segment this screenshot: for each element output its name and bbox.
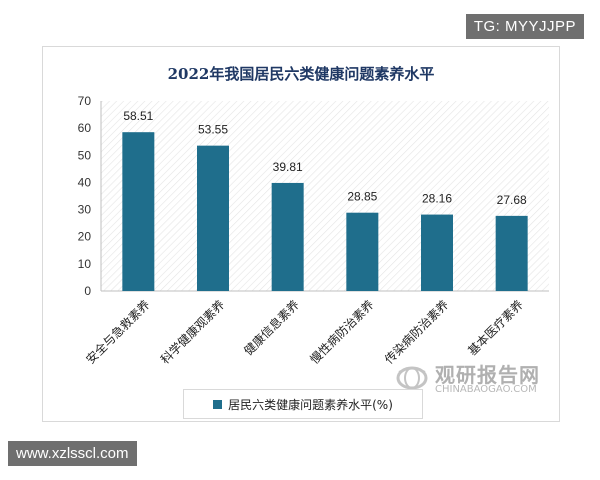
watermark-name: 观研报告网 bbox=[435, 363, 540, 387]
legend-swatch bbox=[213, 399, 223, 409]
chart-title: 2022年我国居民六类健康问题素养水平 bbox=[167, 65, 435, 83]
y-tick-label: 50 bbox=[78, 148, 92, 162]
category-label: 传染病防治素养 bbox=[381, 297, 451, 367]
watermark-tag-top: TG: MYYJJPP bbox=[465, 14, 584, 39]
y-tick-label: 10 bbox=[78, 257, 92, 271]
bar bbox=[421, 214, 453, 291]
data-label: 28.85 bbox=[347, 190, 377, 204]
category-label: 基本医疗素养 bbox=[464, 297, 526, 359]
data-label: 28.16 bbox=[422, 192, 452, 206]
y-tick-label: 0 bbox=[84, 284, 91, 298]
bar bbox=[495, 215, 528, 291]
category-label: 慢性病防治素养 bbox=[307, 297, 377, 367]
y-tick-label: 40 bbox=[78, 175, 92, 189]
bars bbox=[122, 132, 528, 291]
bar bbox=[122, 132, 155, 291]
chart-legend: 居民六类健康问题素养水平(%) bbox=[183, 389, 423, 419]
watermark-url: CHINABAOGAO.COM bbox=[435, 384, 537, 395]
y-tick-label: 30 bbox=[78, 203, 92, 217]
data-label: 39.81 bbox=[273, 160, 303, 174]
plot-area-background bbox=[101, 101, 549, 291]
y-tick-labels: 0 10 20 30 40 50 60 70 bbox=[78, 94, 92, 298]
category-labels: 安全与急救素养 科学健康观素养 健康信息素养 慢性病防治素养 传染病防治素养 基本医疗素养 bbox=[83, 297, 526, 367]
bar bbox=[271, 182, 304, 291]
y-tick-label: 70 bbox=[78, 94, 92, 108]
watermark-logo: 观研报告网 CHINABAOGAO.COM bbox=[395, 359, 575, 399]
watermark-tag-bottom: www.xzlsscl.com bbox=[8, 441, 137, 466]
bar bbox=[346, 212, 379, 291]
globe-logo-icon bbox=[396, 366, 428, 390]
data-label: 27.68 bbox=[497, 193, 527, 207]
bar-chart: 0 10 20 30 40 50 60 70 58.51 53.55 39.81 28.85 28.1… bbox=[78, 94, 549, 367]
y-tick-label: 20 bbox=[78, 230, 92, 244]
data-label: 53.55 bbox=[198, 123, 228, 137]
chart-panel: 2022年我国居民六类健康问题素养水平 0 10 20 30 40 50 60 70 58.5… bbox=[42, 46, 560, 422]
category-label: 科学健康观素养 bbox=[157, 297, 227, 367]
data-label: 58.51 bbox=[123, 109, 153, 123]
category-label: 健康信息素养 bbox=[240, 297, 302, 359]
y-tick-label: 60 bbox=[78, 121, 92, 135]
value-labels: 58.51 53.55 39.81 28.85 28.16 27.68 bbox=[123, 109, 527, 207]
category-label: 安全与急救素养 bbox=[83, 297, 153, 367]
bar bbox=[197, 145, 229, 291]
legend-label: 居民六类健康问题素养水平(%) bbox=[228, 397, 393, 412]
